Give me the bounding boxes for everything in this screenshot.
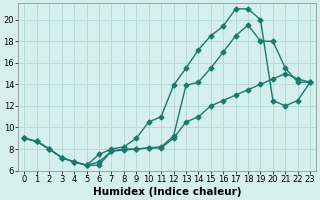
X-axis label: Humidex (Indice chaleur): Humidex (Indice chaleur) (93, 187, 242, 197)
